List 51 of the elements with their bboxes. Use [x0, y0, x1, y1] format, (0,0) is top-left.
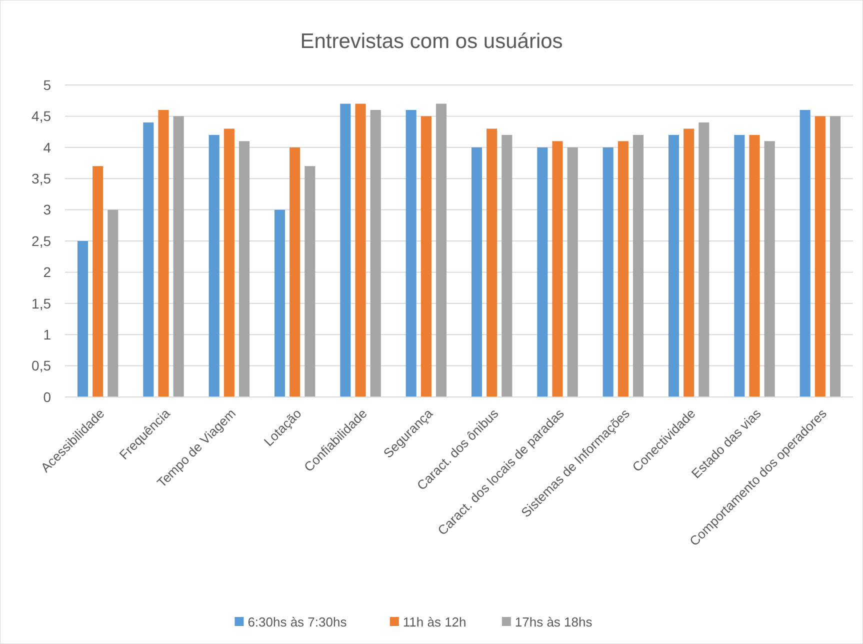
bar [668, 134, 680, 397]
y-tick-label: 5 [43, 76, 52, 93]
bar [274, 210, 286, 397]
bar [370, 110, 381, 397]
y-tick-label: 2,5 [32, 232, 52, 249]
chart-title: Entrevistas com os usuários [300, 30, 563, 53]
bar [471, 147, 482, 397]
bar [537, 147, 548, 397]
bar [684, 128, 694, 397]
bar [340, 104, 351, 397]
bar [173, 116, 184, 397]
bar [502, 134, 512, 397]
y-tick-label: 2 [43, 264, 52, 280]
legend-label: 11h às 12h [402, 614, 466, 630]
y-tick-label: 4 [43, 139, 52, 156]
bar [143, 122, 154, 397]
bar [567, 147, 578, 397]
bar [420, 116, 432, 397]
y-tick-label: 1,5 [32, 295, 52, 312]
bar [632, 134, 644, 397]
bar [814, 116, 826, 397]
bar [77, 241, 88, 397]
bar [406, 110, 416, 397]
bar [436, 104, 447, 397]
y-tick-label: 3,5 [32, 170, 52, 186]
y-tick-label: 1 [43, 326, 52, 342]
bar [224, 128, 234, 397]
bar [602, 147, 614, 397]
bar [208, 134, 220, 397]
bar [764, 141, 775, 397]
bar [355, 104, 366, 397]
bar [486, 128, 498, 397]
bar [304, 166, 316, 397]
bar [552, 141, 563, 397]
bar [238, 141, 250, 397]
bar [800, 110, 810, 397]
bar [290, 147, 300, 397]
bar [158, 110, 169, 397]
bar [830, 116, 841, 397]
bar [108, 210, 118, 397]
bar [92, 166, 104, 397]
bar [734, 134, 745, 397]
bar [698, 122, 710, 397]
legend-label: 17hs às 18hs [514, 614, 593, 630]
y-tick-label: 0 [43, 388, 52, 405]
y-tick-label: 3 [43, 202, 52, 218]
bar [749, 134, 760, 397]
bar [618, 141, 628, 397]
y-tick-label: 0,5 [32, 358, 52, 374]
y-tick-label: 4,5 [32, 108, 52, 124]
legend-label: 6:30hs às 7:30hs [248, 614, 348, 630]
